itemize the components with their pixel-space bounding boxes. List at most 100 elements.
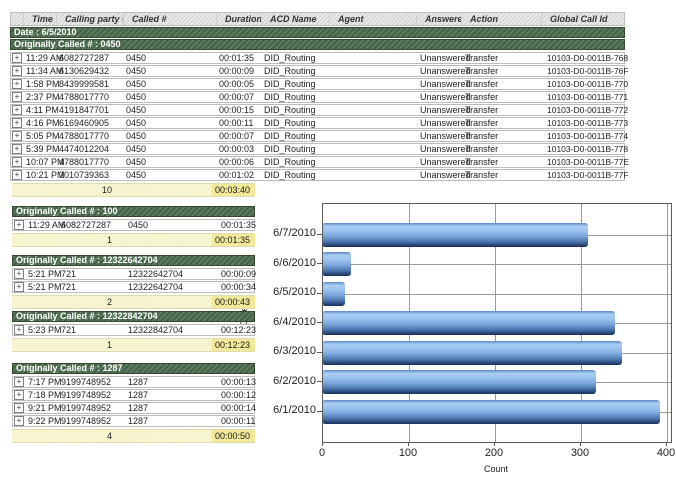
call-group: Originally Called # : 1287 +7:17 PM 919974… xyxy=(12,363,257,443)
expand-cell: + xyxy=(11,131,23,141)
table-row: +5:39 PM 4474012204 0450 00:00:03 DID_Routin… xyxy=(10,143,629,155)
expand-row-button[interactable]: + xyxy=(14,282,24,292)
expand-row-button[interactable]: + xyxy=(12,131,22,141)
expand-cell: + xyxy=(11,157,23,167)
table-row: +1:58 PM 8439999581 0450 00:00:05 DID_Routin… xyxy=(10,78,628,90)
cell-called: 12322842704 xyxy=(128,325,184,335)
expand-row-button[interactable]: + xyxy=(12,105,22,115)
expand-cell: + xyxy=(11,66,23,76)
cell-answered: Unanswered xyxy=(420,105,471,115)
chart-bar xyxy=(323,370,596,394)
cell-global-call-id: 10103-D0-0011B-773 xyxy=(547,118,629,128)
expand-row-button[interactable]: + xyxy=(14,377,24,387)
table-row: +10:21 PM 3010739363 0450 00:01:02 DID_Routi… xyxy=(10,169,629,181)
summary-call-count: 1 xyxy=(106,235,112,245)
cell-calling-party: 3010739363 xyxy=(59,170,110,180)
column-header-time[interactable]: Time xyxy=(23,13,56,25)
column-header-global-call-id[interactable]: Global Call Id xyxy=(541,13,624,25)
cell-action: Transfer xyxy=(465,118,499,128)
cell-duration: 00:00:09 xyxy=(219,66,255,76)
expand-row-button[interactable]: + xyxy=(14,390,24,400)
cell-called: 1287 xyxy=(128,377,149,387)
column-header-action[interactable]: Action xyxy=(461,13,541,25)
table-row: +5:21 PM 721 12322642704 00:00:34 xyxy=(12,281,256,293)
cell-global-call-id: 10103-D0-0011B-778 xyxy=(547,144,629,154)
expand-cell: + xyxy=(13,416,25,426)
cell-called: 1287 xyxy=(128,403,149,413)
table-row: +4:16 PM 6169460905 0450 00:00:11 DID_Routin… xyxy=(10,117,629,129)
column-header-calling-party[interactable]: Calling party # xyxy=(56,13,123,25)
expand-cell: + xyxy=(13,377,25,387)
cell-action: Transfer xyxy=(465,53,499,63)
cell-action: Transfer xyxy=(465,170,499,180)
column-header-duration[interactable]: Duration xyxy=(216,13,261,25)
cell-calling-party: 4191847701 xyxy=(59,105,110,115)
x-tick-label: 400 xyxy=(656,447,676,459)
cell-time: 11:29 AM xyxy=(28,220,66,230)
column-header-called[interactable]: Called # xyxy=(123,13,216,25)
expand-row-button[interactable]: + xyxy=(12,92,22,102)
summary-spacer xyxy=(112,234,212,246)
y-tick-label: 6/5/2010 xyxy=(273,286,316,299)
summary-call-count: 2 xyxy=(106,297,112,307)
cell-action: Transfer xyxy=(465,144,499,154)
expand-row-button[interactable]: + xyxy=(14,416,24,426)
expand-row-button[interactable]: + xyxy=(14,269,24,279)
column-header-agent[interactable]: Agent xyxy=(329,13,416,25)
cell-global-call-id: 10103-D0-0011B-76F xyxy=(547,66,629,76)
cell-calling-party: 6082727287 xyxy=(59,53,110,63)
cell-action: Transfer xyxy=(465,105,499,115)
expand-row-button[interactable]: + xyxy=(14,325,24,335)
y-gridline xyxy=(323,294,671,295)
cell-answered: Unanswered xyxy=(420,118,471,128)
cell-called: 0450 xyxy=(126,131,147,141)
table-row: +7:17 PM 9199748952 1287 00:00:13 xyxy=(12,376,257,388)
x-axis-tick xyxy=(666,442,667,446)
cell-calling-party: 4474012204 xyxy=(59,144,110,154)
cell-calling-party: 721 xyxy=(61,325,77,335)
expand-row-button[interactable]: + xyxy=(12,66,22,76)
cell-answered: Unanswered xyxy=(420,66,471,76)
cell-acd-name: DID_Routing xyxy=(264,79,316,89)
summary-spacer xyxy=(112,339,212,351)
expand-row-button[interactable]: + xyxy=(14,220,24,230)
summary-call-count: 1 xyxy=(106,340,112,350)
cell-duration: 00:00:06 xyxy=(219,157,255,167)
cell-action: Transfer xyxy=(465,131,499,141)
chart-bar xyxy=(323,252,351,276)
expand-cell: + xyxy=(13,325,25,335)
x-axis-tick xyxy=(322,442,323,446)
cell-time: 5:21 PM xyxy=(28,282,62,292)
column-header-acd-name[interactable]: ACD Name xyxy=(261,13,329,25)
expand-row-button[interactable]: + xyxy=(12,118,22,128)
cell-called: 0450 xyxy=(126,118,147,128)
cell-acd-name: DID_Routing xyxy=(264,131,316,141)
summary-total-duration: 00:03:40 xyxy=(212,184,255,196)
expand-cell: + xyxy=(13,282,25,292)
group-summary-row: 4 00:00:50 xyxy=(12,429,255,443)
expand-row-button[interactable]: + xyxy=(14,403,24,413)
cell-time: 10:07 PM xyxy=(26,157,65,167)
x-axis-tick xyxy=(408,442,409,446)
cell-calling-party: 9199748952 xyxy=(61,390,112,400)
cell-called: 0450 xyxy=(126,157,147,167)
expand-row-button[interactable]: + xyxy=(12,79,22,89)
cell-time: 9:22 PM xyxy=(28,416,62,426)
expand-row-button[interactable]: + xyxy=(12,170,22,180)
column-header-answered[interactable]: Answered xyxy=(416,13,461,25)
y-tick-label: 6/1/2010 xyxy=(273,404,316,417)
cell-calling-party: 4788017770 xyxy=(59,157,110,167)
cell-duration: 00:01:02 xyxy=(219,170,255,180)
expand-row-button[interactable]: + xyxy=(12,144,22,154)
cell-agent xyxy=(329,170,416,180)
table-row: +5:21 PM 721 12322642704 00:00:09 xyxy=(12,268,256,280)
expand-row-button[interactable]: + xyxy=(12,53,22,63)
cell-time: 4:11 PM xyxy=(26,105,59,115)
x-tick-label: 100 xyxy=(398,447,418,459)
expand-row-button[interactable]: + xyxy=(12,157,22,167)
table-row: +10:07 PM 4788017770 0450 00:00:06 DID_Routi… xyxy=(10,156,629,168)
cell-called: 0450 xyxy=(126,170,147,180)
column-header-expand[interactable] xyxy=(11,13,23,25)
cell-duration: 00:00:13 xyxy=(221,377,257,387)
